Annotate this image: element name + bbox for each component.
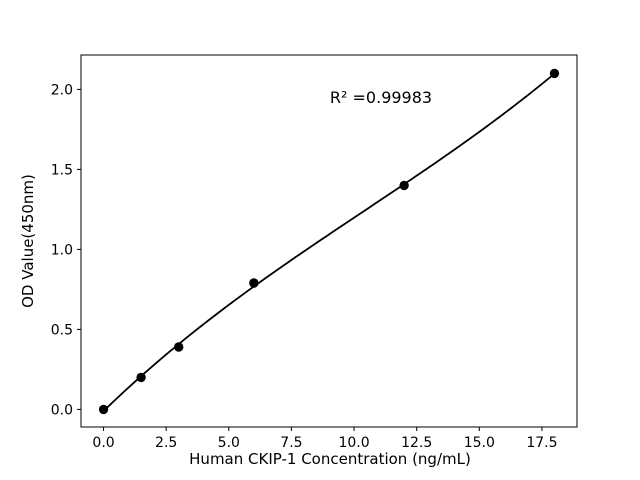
- y-tick-label: 0.5: [51, 322, 73, 338]
- y-tick-label: 1.0: [51, 242, 73, 258]
- data-point: [136, 372, 146, 383]
- x-tick-label: 10.0: [338, 435, 369, 451]
- x-axis-label: Human CKIP-1 Concentration (ng/mL): [189, 450, 471, 468]
- data-point: [98, 404, 109, 415]
- x-tick-label: 7.5: [280, 435, 302, 451]
- x-tick-label: 0.0: [92, 435, 114, 451]
- r-squared-annotation: R² =0.99983: [329, 88, 433, 107]
- y-tick-label: 2.0: [51, 82, 73, 98]
- x-tick-label: 12.5: [401, 435, 432, 451]
- data-point: [549, 68, 560, 79]
- data-point: [174, 342, 184, 352]
- data-point: [249, 278, 259, 288]
- x-tick-label: 17.5: [526, 435, 557, 451]
- y-tick-label: 1.5: [51, 162, 73, 178]
- x-tick-label: 15.0: [464, 435, 495, 451]
- y-axis-label: OD Value(450nm): [19, 174, 37, 308]
- y-tick-label: 0.0: [51, 402, 73, 418]
- axes-spines: [80, 54, 578, 428]
- x-tick-label: 5.0: [218, 435, 240, 451]
- x-tick-label: 2.5: [155, 435, 177, 451]
- data-point: [399, 180, 409, 191]
- fit-curve: [102, 72, 556, 412]
